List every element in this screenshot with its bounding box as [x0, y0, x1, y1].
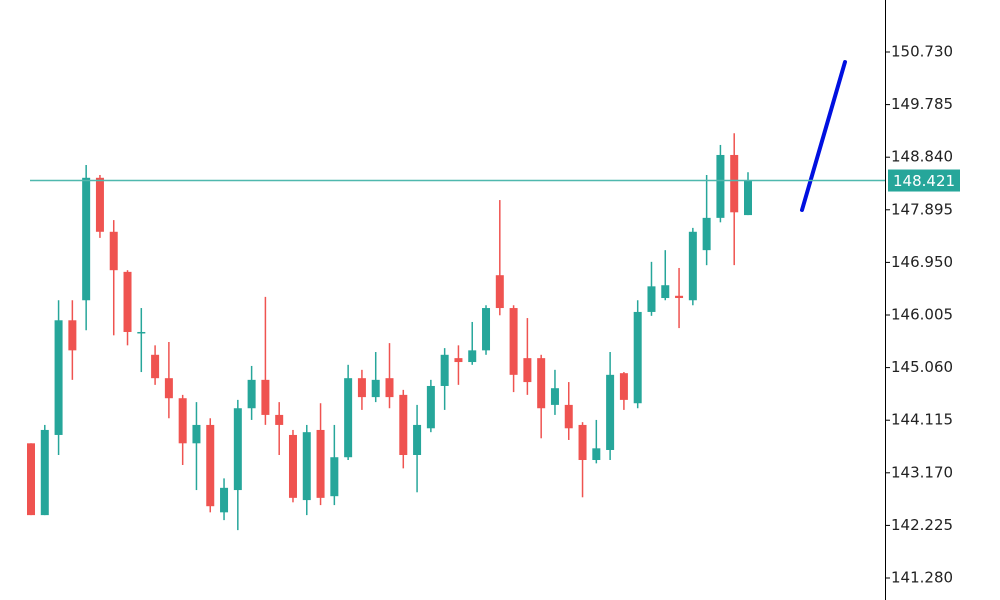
- candle-body: [357, 378, 366, 398]
- candle-body: [592, 448, 601, 461]
- candle-body: [744, 180, 752, 216]
- candle-body: [40, 429, 49, 516]
- candle-body: [468, 350, 477, 363]
- y-tick-label: 145.060: [891, 358, 953, 376]
- candle-body: [495, 275, 504, 309]
- candle-body: [54, 320, 63, 435]
- candle-body: [206, 424, 215, 507]
- y-tick-label: 147.895: [891, 200, 953, 218]
- candle-body: [109, 231, 118, 271]
- candle-body: [247, 379, 256, 409]
- candle-body: [606, 374, 615, 450]
- y-tick-label: 150.730: [891, 42, 953, 60]
- candle-body: [220, 487, 229, 513]
- candle-body: [68, 320, 77, 351]
- candle-body: [454, 358, 463, 363]
- candle-body: [647, 286, 656, 312]
- candle-body: [27, 443, 35, 516]
- candle-body: [578, 424, 587, 461]
- candle-body: [261, 379, 270, 415]
- y-tick-label: 149.785: [891, 95, 953, 113]
- candle-body: [426, 385, 435, 429]
- y-tick-label: 141.280: [891, 569, 953, 587]
- candle-body: [702, 217, 711, 251]
- candle-body: [550, 388, 559, 405]
- candle-body: [330, 457, 339, 497]
- candle-body: [95, 177, 104, 232]
- candle-body: [275, 414, 284, 425]
- candle-body: [537, 358, 546, 409]
- candle-body: [633, 311, 642, 404]
- candle-body: [371, 379, 380, 398]
- candle-body: [137, 331, 146, 334]
- candle-body: [440, 354, 449, 386]
- candle-body: [344, 378, 353, 458]
- y-tick-label: 143.170: [891, 463, 953, 481]
- candle-body: [164, 378, 173, 399]
- candle-body: [288, 434, 297, 498]
- candle-body: [675, 295, 684, 299]
- y-tick-label: 148.840: [891, 148, 953, 166]
- y-tick-label: 146.005: [891, 306, 953, 324]
- last-price-badge: [888, 169, 960, 192]
- candle-body: [413, 424, 422, 455]
- candle-body: [509, 308, 518, 375]
- candle-body: [482, 308, 491, 351]
- candle-body: [716, 154, 725, 218]
- candle-body: [316, 429, 325, 498]
- candle-body: [619, 373, 628, 400]
- last-price-label: 148.421: [893, 172, 955, 190]
- y-tick-label: 144.115: [891, 411, 953, 429]
- candle-body: [688, 231, 697, 301]
- candle-body: [178, 398, 187, 444]
- candle-body: [192, 424, 201, 444]
- trend-line-drawing: [800, 60, 847, 212]
- candle-body: [302, 432, 311, 501]
- candle-body: [730, 154, 739, 213]
- candle-body: [123, 271, 132, 332]
- candle-body: [385, 378, 394, 398]
- candle-body: [661, 285, 670, 299]
- candle-body: [399, 394, 408, 455]
- candle-body: [523, 358, 532, 383]
- y-tick-label: 142.225: [891, 516, 953, 534]
- candle-body: [564, 404, 573, 429]
- candle-body: [151, 354, 160, 379]
- candle-body: [82, 177, 91, 301]
- candle-body: [233, 408, 242, 491]
- y-tick-label: 146.950: [891, 253, 953, 271]
